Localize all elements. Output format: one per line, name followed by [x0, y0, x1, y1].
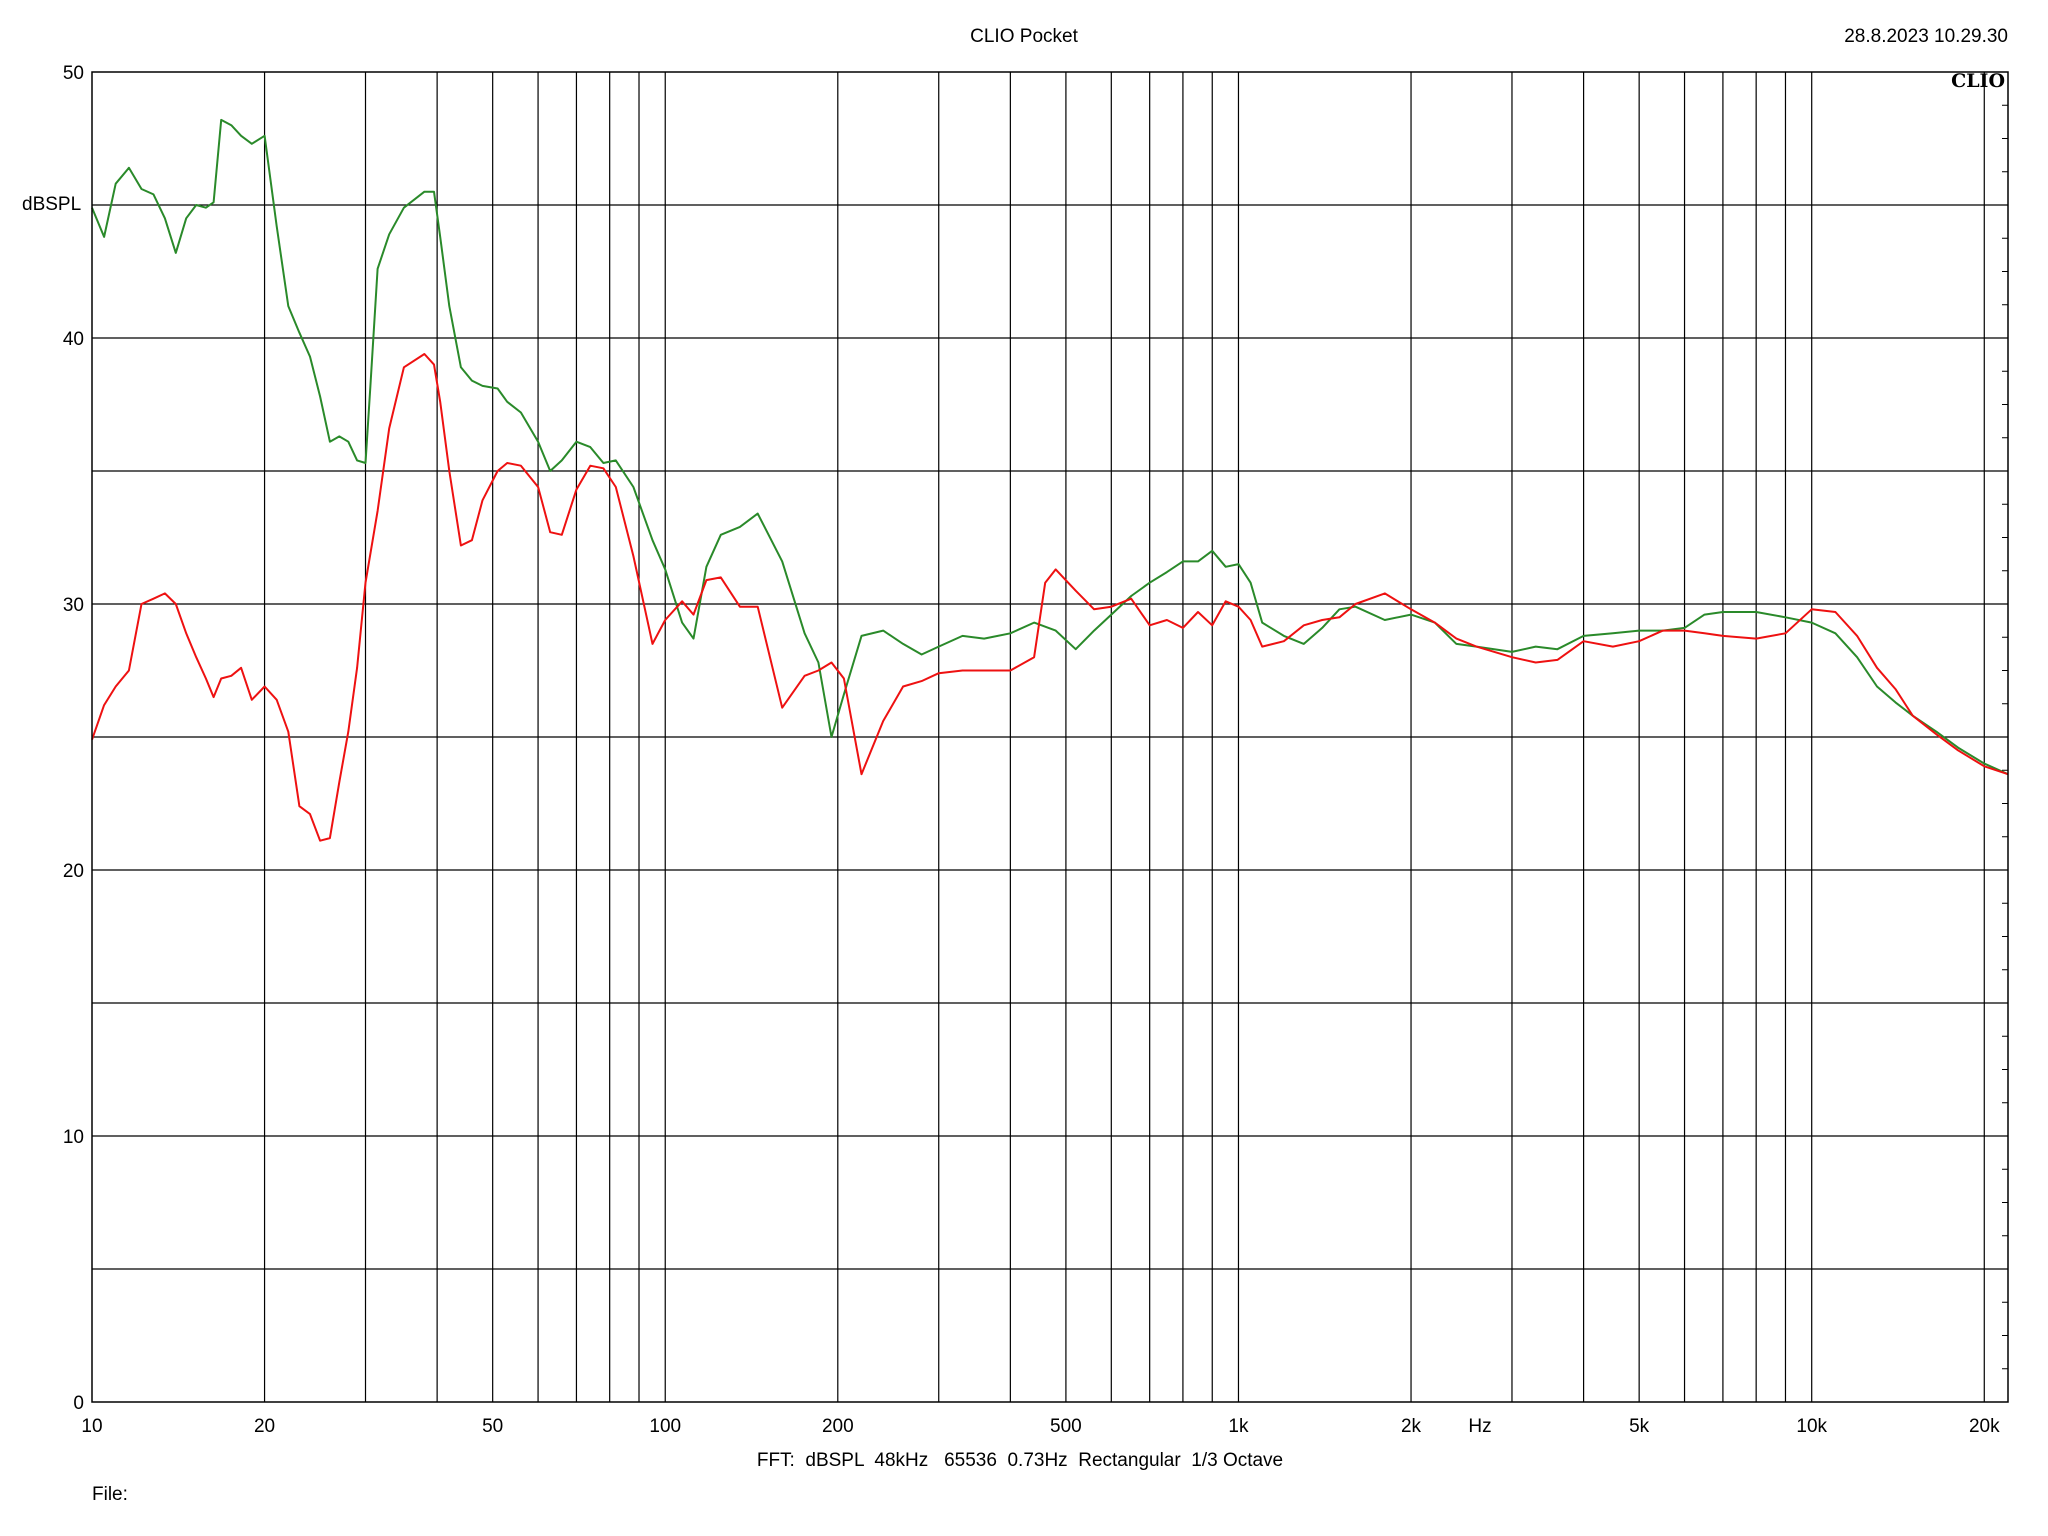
y-tick-label: 40: [63, 329, 84, 350]
x-tick-label: 10k: [1796, 1416, 1827, 1437]
curves: [91, 118, 2009, 842]
x-tick-label: 50: [482, 1416, 503, 1437]
x-tick-label: 100: [649, 1416, 681, 1437]
x-tick-label: 5k: [1629, 1416, 1650, 1437]
y-tick-label: 30: [63, 595, 84, 616]
x-tick-labels: 10 20 50 100 200 500 1k 2k 5k 10k 20k: [81, 1416, 2000, 1437]
grid: [92, 71, 2008, 1403]
y-tick-label: 10: [63, 1127, 84, 1148]
y-tick-label: 50: [63, 63, 84, 84]
clio-logo: CLIO: [1951, 70, 2005, 92]
x-tick-label: 500: [1050, 1416, 1082, 1437]
chart-title: CLIO Pocket: [970, 26, 1078, 47]
timestamp: 28.8.2023 10.29.30: [1844, 26, 2008, 47]
file-label: File:: [92, 1484, 128, 1505]
series-line-1: [91, 118, 2009, 776]
y-tick-label: 20: [63, 861, 84, 882]
x-tick-label: 2k: [1401, 1416, 1422, 1437]
y-tick-labels: 0 10 20 30 40 50: [63, 63, 84, 1414]
y-axis-label: dBSPL: [22, 194, 81, 215]
x-tick-label: 20: [254, 1416, 275, 1437]
fft-settings: FFT: dBSPL 48kHz 65536 0.73Hz Rectangula…: [757, 1450, 1283, 1471]
x-axis-unit-label: Hz: [1468, 1416, 1491, 1437]
series-line-2: [91, 353, 2009, 842]
x-tick-label: 1k: [1228, 1416, 1249, 1437]
x-tick-label: 200: [822, 1416, 854, 1437]
plot-frame: [91, 71, 2009, 1403]
x-tick-label: 20k: [1969, 1416, 2000, 1437]
x-tick-label: 10: [81, 1416, 102, 1437]
y-tick-label: 0: [73, 1393, 84, 1414]
